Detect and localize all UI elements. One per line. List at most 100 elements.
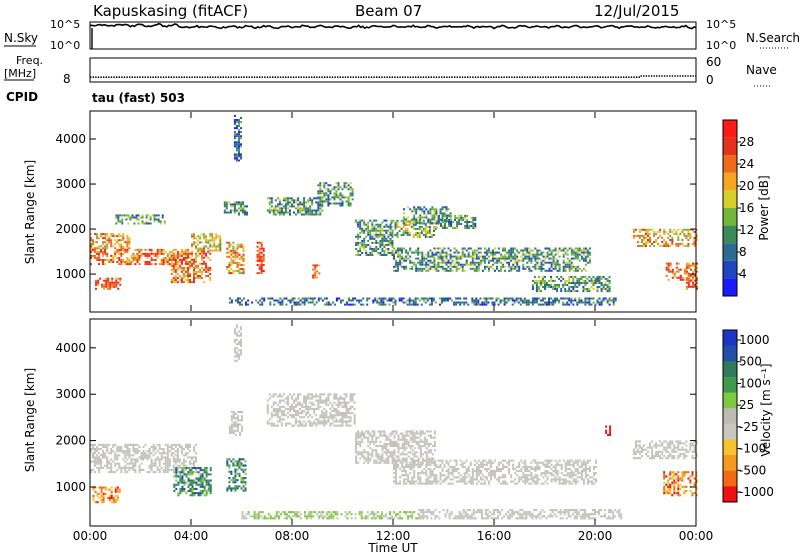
heatmap-cell — [512, 255, 515, 258]
heatmap-cell — [511, 299, 514, 302]
heatmap-cell — [107, 287, 110, 290]
heatmap-cell — [576, 290, 579, 293]
heatmap-cell — [427, 480, 430, 483]
heatmap-cell — [287, 203, 289, 206]
heatmap-cell — [681, 239, 684, 241]
heatmap-cell — [299, 401, 302, 404]
heatmap-cell — [441, 470, 444, 473]
heatmap-cell — [479, 297, 482, 300]
heatmap-cell — [415, 459, 418, 462]
heatmap-cell — [391, 440, 394, 443]
heatmap-cell — [94, 456, 96, 459]
heatmap-cell — [443, 463, 446, 466]
heatmap-cell — [335, 395, 338, 398]
heatmap-cell — [181, 467, 184, 470]
power-heatmap-cells — [90, 114, 698, 306]
heatmap-cell — [554, 299, 557, 302]
heatmap-cell — [142, 445, 145, 448]
heatmap-cell — [665, 274, 668, 277]
heatmap-cell — [182, 273, 185, 275]
heatmap-cell — [104, 486, 107, 489]
heatmap-cell — [238, 460, 241, 463]
heatmap-cell — [419, 472, 422, 475]
heatmap-cell — [201, 481, 204, 484]
heatmap-cell — [649, 245, 651, 247]
heatmap-cell — [178, 264, 181, 267]
heatmap-cell — [314, 272, 317, 275]
heatmap-cell — [409, 267, 412, 270]
heatmap-cell — [106, 252, 109, 255]
heatmap-cell — [112, 245, 115, 248]
heatmap-cell — [405, 482, 408, 485]
heatmap-cell — [465, 259, 468, 262]
heatmap-cell — [340, 301, 342, 304]
heatmap-cell — [379, 233, 382, 236]
heatmap-cell — [424, 227, 427, 230]
heatmap-cell — [187, 490, 190, 493]
heatmap-cell — [100, 454, 103, 457]
heatmap-cell — [154, 452, 157, 455]
heatmap-cell — [327, 204, 330, 207]
heatmap-cell — [435, 247, 438, 250]
heatmap-cell — [235, 149, 238, 152]
heatmap-cell — [426, 299, 429, 302]
heatmap-cell — [359, 445, 362, 448]
heatmap-cell — [485, 303, 488, 306]
heatmap-cell — [403, 449, 406, 452]
heatmap-cell — [433, 210, 436, 213]
heatmap-cell — [568, 290, 571, 293]
heatmap-cell — [560, 279, 563, 282]
heatmap-cell — [144, 261, 147, 263]
heatmap-cell — [240, 487, 243, 490]
heatmap-cell — [217, 235, 220, 238]
heatmap-cell — [508, 261, 511, 264]
heatmap-cell — [443, 261, 446, 264]
heatmap-cell — [195, 260, 197, 263]
heatmap-cell — [209, 268, 212, 271]
heatmap-cell — [323, 407, 326, 410]
heatmap-cell — [327, 301, 330, 304]
heatmap-cell — [176, 273, 179, 275]
heatmap-cell — [189, 266, 191, 269]
heatmap-cell — [313, 197, 316, 200]
power-colorbar-tick-label: 4 — [739, 267, 747, 281]
heatmap-cell — [232, 479, 235, 482]
heatmap-cell — [96, 466, 99, 469]
heatmap-cell — [353, 393, 356, 396]
heatmap-cell — [199, 241, 202, 244]
heatmap-cell — [560, 275, 563, 278]
heatmap-cell — [176, 454, 179, 457]
heatmap-cell — [465, 472, 468, 475]
heatmap-cell — [110, 245, 113, 248]
heatmap-cell — [574, 265, 577, 268]
heatmap-cell — [105, 285, 108, 288]
heatmap-cell — [130, 460, 133, 463]
heatmap-cell — [230, 243, 233, 246]
heatmap-cell — [111, 281, 114, 284]
heatmap-cell — [258, 241, 261, 244]
heatmap-cell — [568, 277, 571, 280]
heatmap-cell — [401, 447, 404, 450]
heatmap-cell — [203, 262, 206, 265]
heatmap-cell — [393, 257, 395, 260]
heatmap-cell — [397, 465, 399, 468]
heatmap-cell — [205, 492, 208, 495]
heatmap-cell — [671, 236, 674, 239]
heatmap-cell — [284, 407, 287, 410]
heatmap-cell — [413, 436, 416, 439]
heatmap-cell — [407, 257, 410, 260]
heatmap-cell — [467, 465, 470, 468]
heatmap-cell — [548, 267, 551, 270]
heatmap-cell — [391, 235, 394, 238]
heatmap-cell — [401, 438, 404, 441]
heatmap-cell — [349, 405, 352, 408]
heatmap-cell — [417, 476, 420, 479]
heatmap-cell — [323, 422, 326, 425]
heatmap-cell — [120, 261, 123, 263]
heatmap-cell — [176, 466, 179, 469]
heatmap-cell — [325, 297, 328, 300]
heatmap-cell — [104, 237, 107, 240]
heatmap-cell — [234, 433, 237, 436]
heatmap-cell — [182, 277, 185, 279]
heatmap-cell — [256, 272, 259, 275]
